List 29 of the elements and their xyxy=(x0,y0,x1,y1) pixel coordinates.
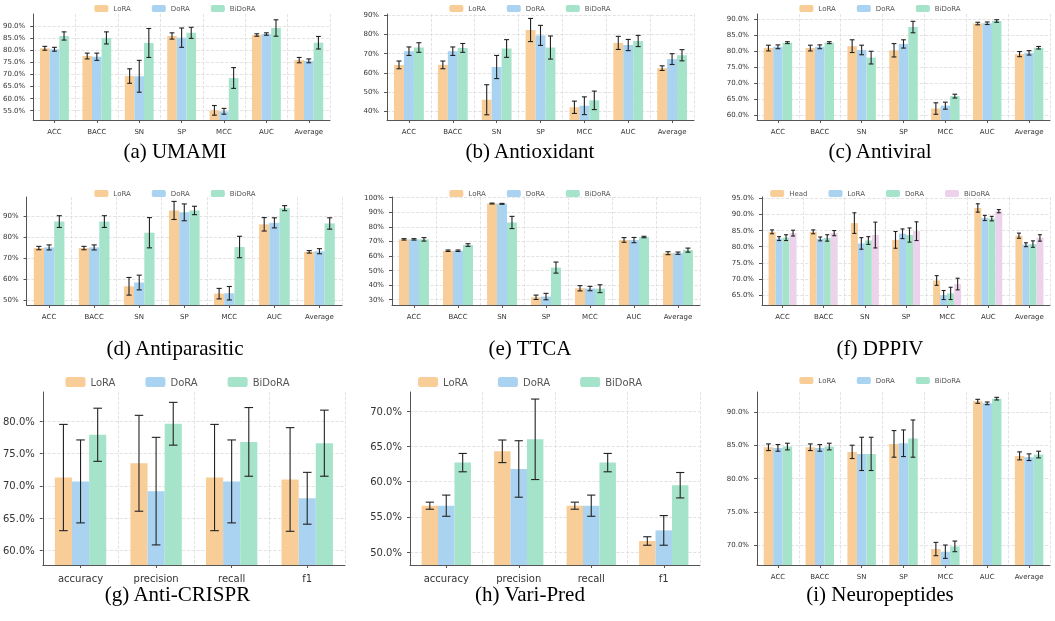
y-tick-label: 70.0% xyxy=(370,405,402,417)
y-tick-label: 80.0% xyxy=(2,415,35,427)
x-tick-label: accuracy xyxy=(57,572,104,584)
x-tick-label: f1 xyxy=(302,572,313,584)
text: (b) Antioxidant xyxy=(465,138,595,163)
y-tick-label: 60.0% xyxy=(370,476,402,488)
x-tick-label: recall xyxy=(218,572,246,584)
text: (a) UMAMI xyxy=(123,138,227,163)
legend-label: DoRA xyxy=(522,376,551,388)
text: (c) Antiviral xyxy=(828,138,932,163)
y-tick-label: 75.0% xyxy=(2,448,35,460)
y-tick-label: 65.0% xyxy=(370,440,402,452)
legend-label: DoRA xyxy=(170,376,198,388)
y-tick-label: 65.0% xyxy=(2,512,35,524)
legend-label: LoRA xyxy=(90,376,116,388)
y-tick-label: 55.0% xyxy=(370,511,402,523)
x-tick-label: recall xyxy=(577,572,605,584)
x-tick-label: accuracy xyxy=(423,572,469,584)
y-tick-label: 70.0% xyxy=(2,480,35,492)
legend-label: BiDoRA xyxy=(252,376,290,388)
x-tick-label: f1 xyxy=(658,572,669,584)
y-tick-label: 50.0% xyxy=(370,546,402,558)
text: (f) DPPIV xyxy=(836,335,924,360)
y-tick-label: 60.0% xyxy=(2,545,35,557)
legend-label: BiDoRA xyxy=(605,376,643,388)
text: (i) Neuropeptides xyxy=(806,581,954,606)
text: (d) Antiparasitic xyxy=(106,335,244,360)
legend-label: LoRA xyxy=(443,376,469,388)
text: (e) TTCA xyxy=(488,335,573,360)
